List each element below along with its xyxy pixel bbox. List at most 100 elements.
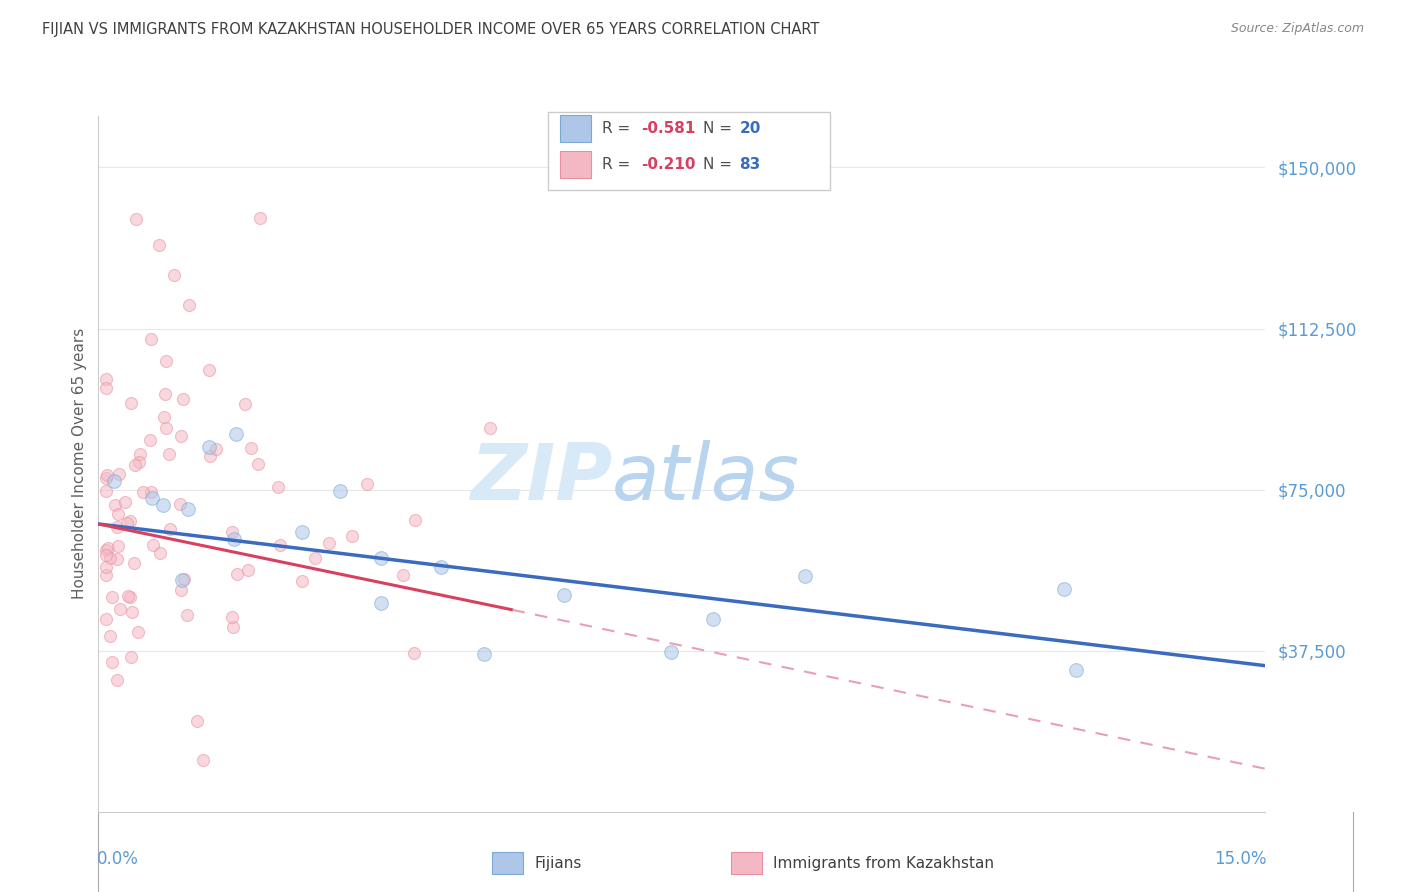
Point [107, 539, 129, 553]
Point [149, 546, 172, 560]
Point [318, 536, 340, 550]
Point [132, 485, 155, 500]
Point [702, 611, 724, 625]
Point [152, 498, 174, 512]
Point [148, 237, 170, 252]
Point [94, 470, 117, 484]
Point [96, 468, 118, 483]
Point [98, 629, 121, 643]
Text: R =: R = [602, 121, 636, 136]
Text: Immigrants from Kazakhstan: Immigrants from Kazakhstan [773, 856, 994, 871]
Point [404, 513, 426, 527]
Text: -0.581: -0.581 [641, 121, 696, 136]
Point [1053, 582, 1076, 596]
Point [94, 372, 117, 386]
Point [479, 421, 502, 435]
Point [198, 440, 221, 454]
Point [94, 483, 117, 498]
Point [1064, 663, 1087, 677]
Point [155, 353, 177, 368]
Point [152, 409, 174, 424]
Point [304, 550, 326, 565]
Point [659, 645, 682, 659]
Point [340, 529, 363, 543]
Point [155, 421, 177, 435]
Point [120, 650, 142, 665]
Point [114, 495, 136, 509]
Point [139, 332, 162, 346]
Point [94, 548, 117, 562]
Text: -0.210: -0.210 [641, 157, 696, 171]
Text: Fijians: Fijians [534, 856, 582, 871]
Text: N =: N = [703, 157, 737, 171]
Point [170, 429, 193, 443]
Point [121, 605, 143, 619]
Point [172, 573, 194, 587]
Point [222, 620, 245, 634]
Point [269, 539, 291, 553]
Point [198, 449, 221, 463]
Point [104, 498, 127, 512]
Point [94, 560, 117, 574]
Point [94, 542, 117, 557]
Text: 15.0%: 15.0% [1213, 850, 1267, 868]
Point [98, 551, 121, 566]
Point [139, 485, 162, 500]
Point [221, 525, 243, 540]
Point [169, 497, 191, 511]
Text: Source: ZipAtlas.com: Source: ZipAtlas.com [1230, 22, 1364, 36]
Point [472, 647, 495, 661]
Point [402, 647, 425, 661]
Point [105, 552, 128, 566]
Point [267, 480, 290, 494]
Point [101, 656, 124, 670]
Point [370, 597, 392, 611]
Point [222, 532, 245, 546]
Point [115, 516, 138, 531]
Point [177, 502, 200, 516]
Text: R =: R = [602, 157, 636, 171]
Point [97, 541, 120, 556]
Point [157, 447, 180, 461]
Point [118, 591, 141, 605]
Point [226, 567, 249, 582]
Point [128, 455, 150, 469]
Point [291, 574, 314, 589]
Y-axis label: Householder Income Over 65 years: Householder Income Over 65 years [72, 328, 87, 599]
Point [173, 572, 195, 586]
Point [94, 611, 117, 625]
Point [125, 212, 148, 227]
Text: 20: 20 [740, 121, 761, 136]
Point [172, 392, 194, 406]
Text: FIJIAN VS IMMIGRANTS FROM KAZAKHSTAN HOUSEHOLDER INCOME OVER 65 YEARS CORRELATIO: FIJIAN VS IMMIGRANTS FROM KAZAKHSTAN HOU… [42, 22, 820, 37]
Point [105, 520, 128, 534]
Point [176, 608, 198, 623]
Point [141, 491, 163, 505]
Text: N =: N = [703, 121, 737, 136]
Point [103, 474, 125, 488]
Point [117, 589, 139, 603]
Point [101, 590, 124, 604]
Point [233, 397, 256, 411]
Point [163, 268, 186, 282]
Point [153, 387, 176, 401]
Point [159, 522, 181, 536]
Point [205, 442, 228, 457]
Point [138, 433, 160, 447]
Point [191, 753, 214, 767]
Point [177, 298, 200, 312]
Text: 0.0%: 0.0% [97, 850, 139, 868]
Point [128, 447, 150, 461]
Point [291, 525, 314, 540]
Point [794, 569, 817, 583]
Text: atlas: atlas [612, 440, 800, 516]
Point [122, 556, 145, 570]
Point [221, 609, 243, 624]
Point [236, 563, 259, 577]
Point [107, 467, 129, 482]
Text: ZIP: ZIP [470, 440, 612, 516]
Point [142, 538, 165, 552]
Point [240, 441, 263, 455]
Point [246, 457, 269, 471]
Point [198, 363, 221, 377]
